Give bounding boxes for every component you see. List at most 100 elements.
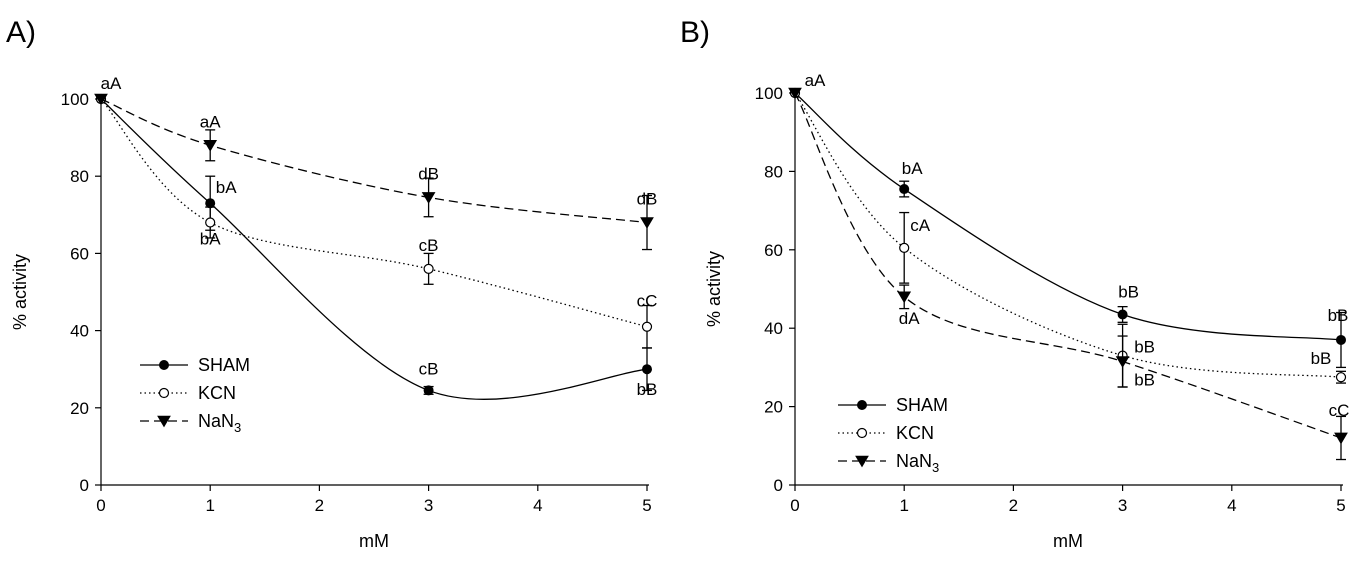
x-tick-label: 3 — [1118, 496, 1127, 515]
significance-label: bB — [1134, 338, 1155, 357]
legend-label-text: SHAM — [198, 355, 250, 375]
data-point — [421, 192, 436, 204]
series-sham — [790, 88, 1346, 369]
significance-label: bB — [637, 380, 658, 399]
significance-label: aA — [200, 112, 221, 131]
significance-label: bB — [1311, 349, 1332, 368]
legend-label: SHAM — [896, 395, 948, 415]
legend-label: NaN3 — [198, 411, 241, 435]
x-tick-label: 4 — [1227, 496, 1236, 515]
legend-label-text: KCN — [198, 383, 236, 403]
legend-marker — [157, 415, 171, 428]
y-tick-label: 60 — [764, 241, 783, 260]
legend-marker — [857, 400, 867, 410]
legend-marker — [159, 360, 169, 370]
significance-label: dA — [899, 309, 920, 328]
significance-label: cC — [1329, 401, 1350, 420]
series-line — [100, 98, 648, 328]
data-point — [788, 87, 802, 100]
data-point — [641, 321, 653, 332]
legend-label: SHAM — [198, 355, 250, 375]
y-tick-label: 80 — [70, 167, 89, 186]
data-point — [203, 140, 218, 152]
x-axis-title: mM — [1053, 531, 1083, 551]
y-axis-title: % activity — [10, 254, 30, 330]
x-tick-label: 0 — [96, 496, 105, 515]
series-sham — [96, 94, 652, 400]
legend-label: KCN — [198, 383, 236, 403]
y-tick-label: 40 — [764, 319, 783, 338]
panel-a: A) 0 1 2 3 4 5 0 20 40 60 80 100 mM % activity aA aA bA bA… — [6, 16, 657, 551]
data-point — [423, 263, 434, 274]
legend-label-text: KCN — [896, 423, 934, 443]
legend-marker — [158, 387, 170, 399]
significance-label: aA — [805, 71, 826, 90]
data-point — [897, 291, 912, 304]
data-point — [1115, 356, 1130, 368]
data-point — [205, 198, 216, 209]
x-tick-label: 4 — [533, 496, 542, 515]
legend-label-subscript: 3 — [234, 420, 241, 435]
legend-label-text: SHAM — [896, 395, 948, 415]
data-point — [642, 364, 652, 375]
series-nan3 — [94, 93, 654, 251]
data-point — [1336, 334, 1346, 345]
significance-label: cA — [910, 216, 931, 235]
significance-label: dB — [637, 190, 658, 209]
data-point — [640, 217, 654, 229]
series-line — [794, 92, 1342, 378]
significance-label: dB — [418, 164, 439, 183]
data-point — [1117, 309, 1128, 320]
series-kcn — [789, 87, 1347, 388]
y-tick-label: 20 — [70, 399, 89, 418]
x-tick-label: 3 — [424, 496, 433, 515]
legend: SHAM KCN NaN3 — [838, 395, 948, 475]
panel-label: B) — [680, 16, 710, 49]
x-tick-label: 0 — [790, 496, 799, 515]
significance-label: cB — [419, 236, 439, 255]
data-point — [899, 242, 910, 253]
data-point — [423, 385, 434, 396]
y-tick-label: 0 — [774, 476, 783, 495]
legend-marker — [856, 427, 868, 439]
significance-label: bB — [1328, 306, 1349, 325]
y-tick-label: 0 — [80, 476, 89, 495]
x-tick-label: 2 — [315, 496, 324, 515]
x-tick-label: 1 — [899, 496, 908, 515]
significance-label: aA — [101, 74, 122, 93]
legend-label: KCN — [896, 423, 934, 443]
y-tick-label: 60 — [70, 244, 89, 263]
panel-b: B) 0 1 2 3 4 5 0 20 40 60 80 100 mM % activity aA bA cA dA… — [680, 16, 1349, 551]
data-point — [205, 217, 216, 228]
x-tick-label: 2 — [1009, 496, 1018, 515]
series-line — [100, 98, 648, 224]
series-kcn — [95, 93, 653, 349]
significance-label: bA — [200, 230, 221, 249]
y-tick-label: 80 — [764, 162, 783, 181]
data-point — [94, 93, 108, 106]
legend-label: NaN3 — [896, 451, 939, 475]
significance-label: bA — [902, 159, 923, 178]
y-tick-label: 100 — [755, 84, 783, 103]
x-tick-label: 5 — [1336, 496, 1345, 515]
y-tick-label: 40 — [70, 322, 89, 341]
series-line — [794, 92, 1342, 341]
series-line — [794, 92, 1342, 439]
legend: SHAM KCN NaN3 — [140, 355, 250, 435]
data-point — [899, 184, 910, 195]
legend-label-subscript: 3 — [932, 460, 939, 475]
y-axis-title: % activity — [704, 251, 724, 327]
y-tick-label: 20 — [764, 398, 783, 417]
legend-label-text: NaN — [198, 411, 234, 431]
significance-label: bB — [1118, 282, 1139, 301]
significance-label: bB — [1134, 371, 1155, 390]
legend-label-text: NaN — [896, 451, 932, 471]
data-point — [1335, 372, 1347, 383]
significance-label: cC — [637, 292, 658, 311]
data-point — [1334, 432, 1348, 445]
legend-marker — [855, 455, 869, 468]
panel-label: A) — [6, 16, 36, 49]
significance-label: bA — [216, 178, 237, 197]
x-tick-label: 5 — [642, 496, 651, 515]
